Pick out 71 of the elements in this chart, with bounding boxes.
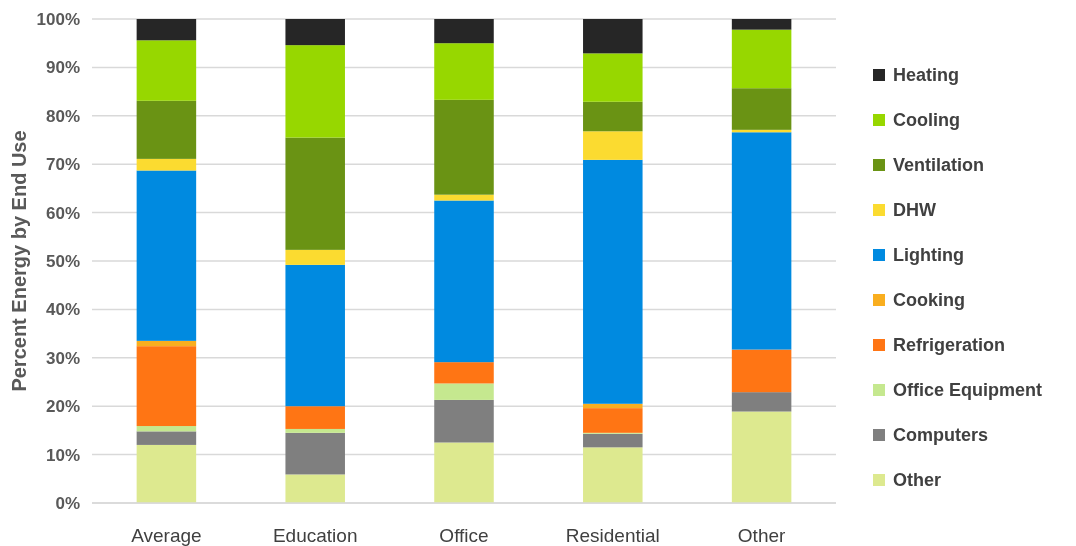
legend-label: Computers <box>893 425 989 446</box>
bar <box>583 159 643 404</box>
bar <box>731 411 792 503</box>
y-tick-label: 90% <box>45 58 80 78</box>
y-tick-label: 0% <box>55 493 80 513</box>
y-tick-label: 70% <box>45 155 80 175</box>
bar <box>285 406 345 429</box>
bar <box>434 99 494 195</box>
legend-label: Other <box>893 470 942 491</box>
bar <box>285 264 345 407</box>
bar <box>434 43 494 100</box>
bar <box>434 442 494 503</box>
bar <box>583 19 643 54</box>
bar <box>136 158 197 171</box>
bar <box>285 474 345 503</box>
y-axis-title: Percent Energy by End Use <box>8 130 30 392</box>
bar <box>434 383 494 400</box>
bar <box>285 137 345 250</box>
y-tick-label: 10% <box>45 445 80 465</box>
bar <box>583 131 643 160</box>
bar <box>136 346 197 427</box>
x-tick-label: Office <box>439 525 489 546</box>
x-tick-label: Other <box>737 525 787 546</box>
bar <box>731 392 792 412</box>
bar <box>136 40 197 101</box>
bar <box>583 101 643 132</box>
bar <box>285 432 345 475</box>
bar <box>731 349 792 393</box>
y-tick-label: 80% <box>45 106 80 126</box>
legend-label: Ventilation <box>893 155 985 176</box>
legend-label: Heating <box>893 65 960 86</box>
bar <box>136 100 197 159</box>
y-tick-label: 100% <box>36 9 80 29</box>
bar <box>136 426 197 432</box>
y-tick-label: 30% <box>45 348 80 368</box>
bar <box>583 53 643 102</box>
legend-label: Lighting <box>893 245 964 266</box>
bar <box>136 170 197 341</box>
bar <box>285 45 345 138</box>
y-tick-label: 40% <box>45 300 80 320</box>
bar <box>583 433 643 448</box>
legend-label: Cooking <box>893 290 965 311</box>
bar <box>136 340 197 347</box>
bar <box>731 29 792 89</box>
legend-label: Cooling <box>893 110 960 131</box>
x-tick-label: Education <box>272 525 358 546</box>
bar <box>434 19 494 44</box>
bar <box>136 19 197 41</box>
x-tick-label: Average <box>131 525 202 546</box>
legend-label: DHW <box>893 200 936 221</box>
bar <box>285 249 345 265</box>
bar <box>583 403 643 409</box>
x-tick-label: Residential <box>565 525 660 546</box>
bar <box>731 88 792 130</box>
bar <box>434 200 494 363</box>
legend-label: Office Equipment <box>893 380 1043 401</box>
bar <box>434 362 494 384</box>
bar <box>731 19 792 30</box>
bar <box>136 431 197 445</box>
bar <box>434 399 494 443</box>
bar <box>731 132 792 350</box>
y-tick-label: 50% <box>45 251 80 271</box>
bar <box>583 447 643 503</box>
legend-label: Refrigeration <box>893 335 1006 356</box>
bar <box>136 444 197 503</box>
bar <box>583 408 643 433</box>
y-tick-label: 60% <box>45 203 80 223</box>
bar <box>434 194 494 201</box>
y-tick-label: 20% <box>45 397 80 417</box>
bar <box>285 19 345 46</box>
bar <box>285 428 345 433</box>
